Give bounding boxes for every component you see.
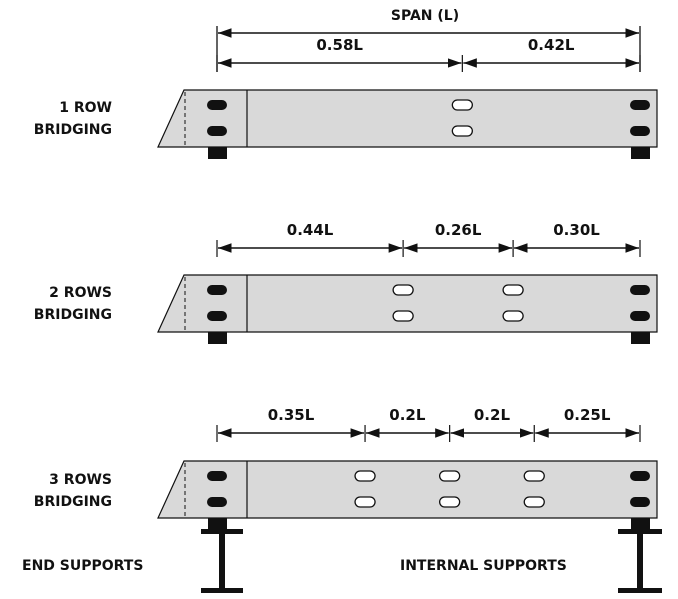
bridging-slot-1-2 <box>451 125 473 137</box>
row-labels: 1 ROW BRIDGING 2 ROWS BRIDGING 3 ROWS BR… <box>34 100 112 510</box>
bridging-slot-2-1 <box>438 470 461 482</box>
span-dimension: SPAN (L) <box>391 8 459 24</box>
end-slot-left-1 <box>207 471 227 481</box>
bridging-slot-2-2 <box>502 310 524 322</box>
end-slot-left-1 <box>207 100 227 110</box>
bridging-slot-1-1 <box>354 470 376 482</box>
bridging-slot-3-1 <box>523 470 545 482</box>
row-2-label-line1: 2 ROWS <box>49 285 112 301</box>
end-slot-right-1 <box>630 471 650 481</box>
end-slot-right-1 <box>630 100 650 110</box>
end-slot-left-2 <box>207 497 227 507</box>
joist-body <box>157 460 658 519</box>
bridging-slot-3-2 <box>523 496 545 508</box>
row-3-label-line2: BRIDGING <box>34 494 112 510</box>
segment-label-2: 0.2L <box>389 406 426 424</box>
segment-label-2: 0.42L <box>528 36 575 54</box>
internal-supports-label: INTERNAL SUPPORTS <box>400 558 567 574</box>
joist-row-2: 0.44L 0.26L 0.30L <box>157 221 658 344</box>
joist-row-3: 0.35L 0.2L 0.2L 0.25L <box>157 406 658 530</box>
end-slot-left-1 <box>207 285 227 295</box>
row-3-label-line1: 3 ROWS <box>49 472 112 488</box>
internal-support-i-beam-icon <box>618 529 662 593</box>
bearing-block-right <box>631 147 650 159</box>
row-1-label-line2: BRIDGING <box>34 122 112 138</box>
end-slot-right-2 <box>630 311 650 321</box>
joist-body <box>157 274 658 333</box>
end-slot-left-2 <box>207 126 227 136</box>
row-2-label-line2: BRIDGING <box>34 307 112 323</box>
row-1-label-line1: 1 ROW <box>59 100 112 116</box>
segment-label-3: 0.30L <box>553 221 600 239</box>
end-supports-label: END SUPPORTS <box>22 558 143 574</box>
bridging-slot-2-1 <box>502 284 524 296</box>
bearing-block-left <box>208 518 227 530</box>
end-slot-right-2 <box>630 497 650 507</box>
span-label: SPAN (L) <box>391 8 459 24</box>
end-slot-right-2 <box>630 126 650 136</box>
segment-label-1: 0.58L <box>316 36 363 54</box>
segment-label-2: 0.26L <box>435 221 482 239</box>
bearing-block-right <box>631 518 650 530</box>
bridging-slot-1-2 <box>354 496 376 508</box>
end-slot-right-1 <box>630 285 650 295</box>
segment-label-3: 0.2L <box>474 406 511 424</box>
bridging-slot-1-1 <box>392 284 414 296</box>
bridging-slot-2-2 <box>438 496 461 508</box>
segment-label-1: 0.35L <box>268 406 315 424</box>
joist-row-1: 0.58L 0.42L <box>157 36 658 159</box>
end-slot-left-2 <box>207 311 227 321</box>
joist-body <box>157 89 658 148</box>
bridging-slot-1-1 <box>451 99 473 111</box>
bearing-block-left <box>208 147 227 159</box>
segment-label-4: 0.25L <box>564 406 611 424</box>
bearing-block-left <box>208 332 227 344</box>
end-support-i-beam-icon <box>201 529 243 593</box>
segment-label-1: 0.44L <box>287 221 334 239</box>
bridging-slot-1-2 <box>392 310 414 322</box>
bearing-block-right <box>631 332 650 344</box>
